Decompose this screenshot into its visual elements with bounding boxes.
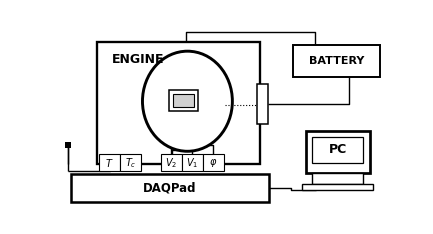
Text: DAQPad: DAQPad [143,182,197,195]
Bar [173,94,194,107]
Bar [169,90,198,111]
Bar [182,154,203,171]
Text: $T_c$: $T_c$ [125,156,136,170]
Text: BATTERY: BATTERY [309,56,364,66]
Bar [203,154,224,171]
Bar [257,84,268,124]
Bar [120,154,141,171]
Bar [302,184,373,190]
Text: ENGINE: ENGINE [112,53,165,66]
Bar [65,142,71,148]
Ellipse shape [142,51,233,151]
Text: $V_2$: $V_2$ [165,156,178,170]
Bar [99,154,120,171]
Bar [312,173,363,184]
Bar [71,174,269,202]
Bar [306,131,369,173]
Text: $\varphi$: $\varphi$ [209,157,217,169]
Text: PC: PC [329,143,347,156]
Text: $T$: $T$ [105,157,114,169]
Bar [97,42,259,164]
Bar [312,137,363,163]
Text: $V_1$: $V_1$ [186,156,199,170]
Bar [161,154,182,171]
Bar [293,45,380,77]
